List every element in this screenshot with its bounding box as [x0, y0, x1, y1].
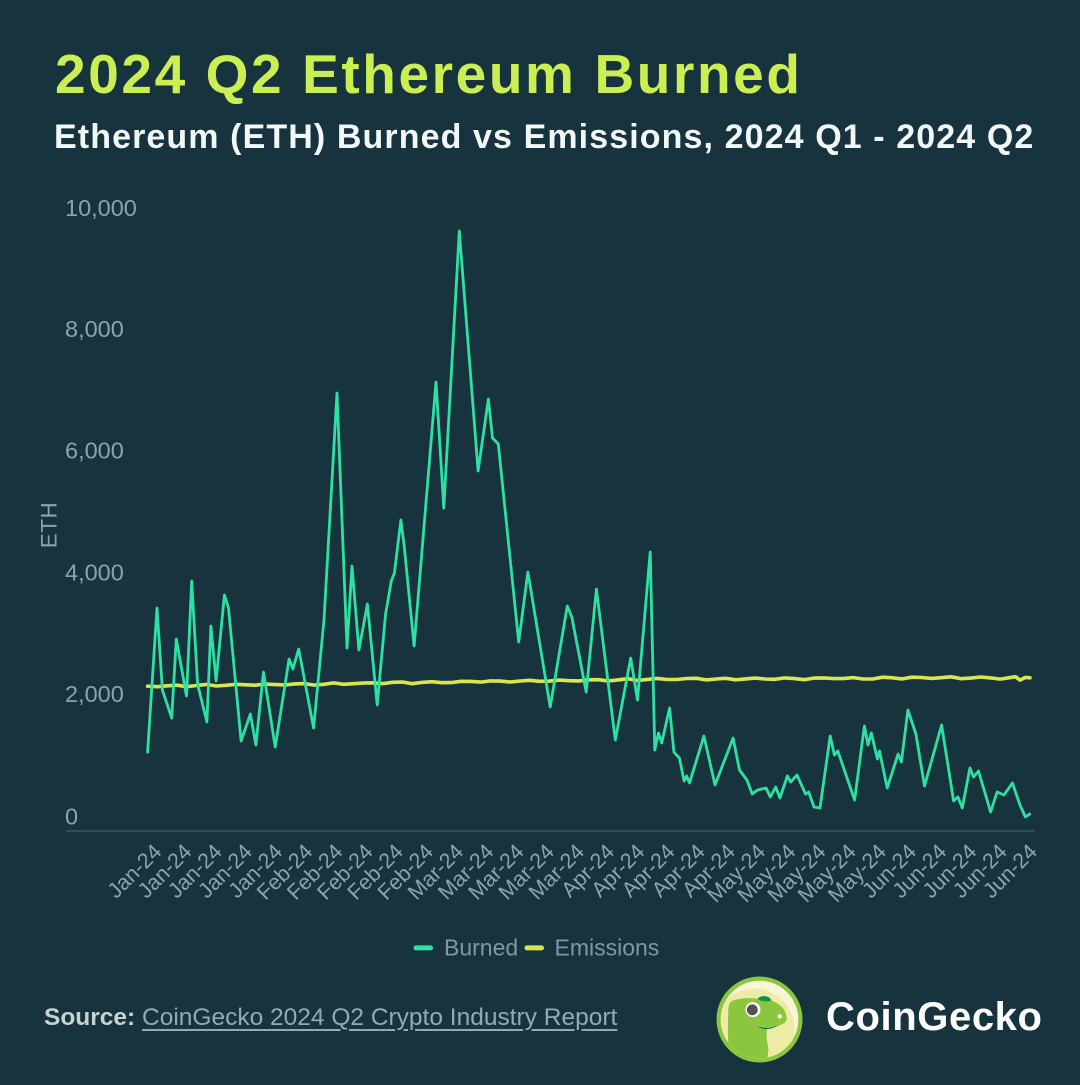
svg-text:8,000: 8,000	[65, 316, 124, 342]
svg-text:Burned: Burned	[444, 935, 518, 961]
svg-text:0: 0	[65, 804, 78, 830]
svg-text:4,000: 4,000	[65, 560, 124, 586]
svg-text:2,000: 2,000	[65, 681, 124, 707]
svg-text:6,000: 6,000	[65, 438, 124, 464]
svg-text:ETH: ETH	[37, 502, 62, 549]
svg-text:Emissions: Emissions	[555, 935, 660, 961]
svg-text:10,000: 10,000	[65, 195, 137, 221]
